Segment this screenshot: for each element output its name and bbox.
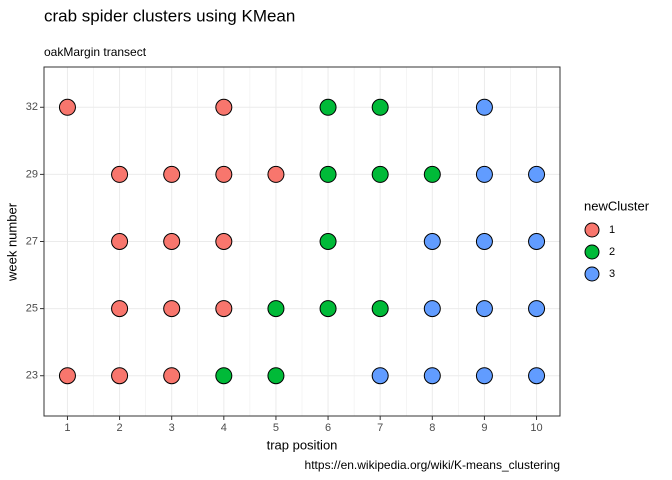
point <box>267 300 285 318</box>
x-tick-label: 5 <box>273 422 279 434</box>
point <box>163 300 181 318</box>
point <box>319 165 337 183</box>
point <box>528 300 546 318</box>
x-axis-label: trap position <box>267 437 338 452</box>
point <box>267 367 285 385</box>
legend-title: newCluster <box>584 198 650 213</box>
y-tick-label: 32 <box>26 101 38 113</box>
point <box>423 300 441 318</box>
y-tick-label: 23 <box>26 370 38 382</box>
point <box>215 233 233 250</box>
point <box>163 367 181 385</box>
point <box>371 300 389 318</box>
y-tick-label: 25 <box>26 303 38 315</box>
x-tick-label: 4 <box>221 422 227 434</box>
point <box>215 165 233 183</box>
panel-border <box>43 66 561 417</box>
point <box>319 98 337 116</box>
x-tick-label: 8 <box>429 422 435 434</box>
chart-subtitle: oakMargin transect <box>44 45 147 59</box>
y-axis-label: week number <box>4 202 19 282</box>
chart-title: crab spider clusters using KMean <box>44 6 295 25</box>
point <box>475 300 493 318</box>
caption: https://en.wikipedia.org/wiki/K-means_cl… <box>305 458 560 472</box>
point <box>371 98 389 116</box>
point <box>111 300 129 318</box>
point <box>111 233 129 250</box>
x-tick-label: 9 <box>481 422 487 434</box>
point <box>319 300 337 318</box>
point <box>215 98 233 116</box>
point <box>111 367 129 385</box>
point <box>423 165 441 183</box>
x-tick-label: 7 <box>377 422 383 434</box>
legend-swatch <box>584 222 600 238</box>
point <box>423 233 441 250</box>
point <box>371 367 389 385</box>
point <box>58 98 76 116</box>
legend-swatch <box>584 244 600 260</box>
point <box>475 165 493 183</box>
point <box>215 300 233 318</box>
legend-label: 3 <box>609 268 615 280</box>
x-tick-label: 3 <box>169 422 175 434</box>
point <box>111 165 129 183</box>
point <box>475 367 493 385</box>
point <box>528 233 546 250</box>
y-tick-label: 27 <box>26 235 38 247</box>
point <box>163 165 181 183</box>
point <box>58 367 76 385</box>
legend-swatch <box>584 266 600 282</box>
point <box>371 165 389 183</box>
point <box>528 165 546 183</box>
point <box>475 233 493 250</box>
legend-label: 1 <box>609 224 615 236</box>
x-tick-label: 1 <box>64 422 70 434</box>
point <box>215 367 233 385</box>
x-tick-label: 2 <box>117 422 123 434</box>
y-tick-label: 29 <box>26 168 38 180</box>
point <box>528 367 546 385</box>
point <box>163 233 181 250</box>
point <box>423 367 441 385</box>
legend-label: 2 <box>609 246 615 258</box>
point <box>319 233 337 250</box>
point <box>267 165 285 183</box>
x-tick-label: 6 <box>325 422 331 434</box>
point <box>475 98 493 116</box>
x-tick-label: 10 <box>530 422 542 434</box>
